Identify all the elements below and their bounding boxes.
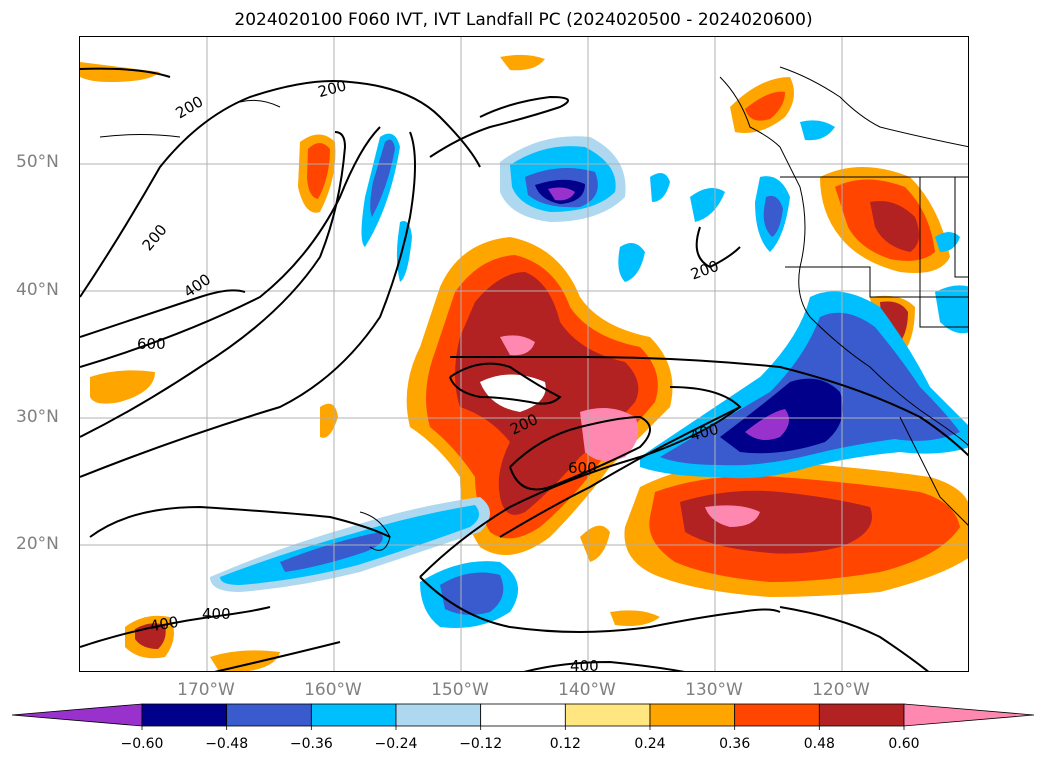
positive-pc-region bbox=[210, 650, 280, 671]
colorbar-segment bbox=[564, 703, 651, 727]
positive-pc-region bbox=[80, 62, 160, 82]
negative-pc-region bbox=[800, 120, 835, 141]
lat-label: 20°N bbox=[16, 534, 59, 554]
negative-pc-region bbox=[650, 173, 670, 202]
lon-label: 120°W bbox=[812, 680, 870, 700]
lat-label: 30°N bbox=[16, 407, 59, 427]
negative-pc-region bbox=[370, 139, 395, 217]
negative-pc-region bbox=[745, 409, 789, 441]
positive-pc-region bbox=[500, 54, 545, 71]
negative-pc-region bbox=[280, 532, 383, 572]
negative-pc-region bbox=[763, 195, 783, 237]
positive-pc-region bbox=[870, 201, 919, 252]
positive-pc-region bbox=[500, 335, 535, 356]
lon-label: 140°W bbox=[558, 680, 616, 700]
colorbar-segment bbox=[310, 703, 397, 727]
colorbar-extend-high bbox=[903, 703, 1035, 727]
colorbar-segment bbox=[734, 703, 820, 727]
colorbar-tick-label: −0.48 bbox=[205, 736, 249, 752]
colorbar-tick-label: 0.36 bbox=[719, 736, 751, 752]
colorbar-segment bbox=[141, 703, 228, 727]
positive-pc-region bbox=[90, 370, 155, 404]
map-plot: 200 200 200 400 600 200 600 400 200 400 … bbox=[80, 37, 968, 672]
negative-pc-region bbox=[935, 232, 960, 252]
colorbar-tick-label: −0.36 bbox=[289, 736, 333, 752]
coastlines bbox=[99, 66, 968, 551]
positive-pc-region bbox=[307, 143, 330, 199]
contour-label: 600 bbox=[137, 335, 166, 353]
negative-pc-region bbox=[396, 221, 412, 282]
colorbar-extend-low bbox=[11, 703, 143, 727]
colorbar-tick-label: −0.60 bbox=[120, 736, 164, 752]
positive-pc-region bbox=[610, 610, 660, 626]
map-frame: 200 200 200 400 600 200 600 400 200 400 … bbox=[79, 36, 969, 672]
contour-label: 400 bbox=[148, 613, 179, 636]
colorbar-segment bbox=[480, 703, 566, 727]
contour-label: 600 bbox=[568, 459, 597, 477]
positive-pc-region bbox=[580, 408, 639, 461]
lat-label: 40°N bbox=[16, 280, 59, 300]
colorbar-tick-label: −0.12 bbox=[459, 736, 503, 752]
colorbar-segments bbox=[11, 703, 1035, 730]
colorbar-tick-label: 0.24 bbox=[634, 736, 666, 752]
contour-label: 400 bbox=[202, 605, 231, 623]
map-title: 2024020100 F060 IVT, IVT Landfall PC (20… bbox=[234, 10, 813, 30]
colorbar-tick-label: 0.60 bbox=[888, 736, 920, 752]
negative-pc-region bbox=[618, 243, 645, 282]
colorbar-segment bbox=[395, 703, 482, 727]
pc-shading bbox=[80, 54, 968, 671]
colorbar-segment bbox=[818, 703, 905, 727]
positive-pc-region bbox=[455, 272, 639, 515]
negative-pc-region bbox=[548, 187, 575, 201]
colorbar-segment bbox=[226, 703, 312, 727]
colorbar-tick-label: −0.24 bbox=[374, 736, 418, 752]
lon-label: 150°W bbox=[431, 680, 489, 700]
positive-pc-region bbox=[745, 91, 785, 121]
lon-label: 130°W bbox=[685, 680, 743, 700]
negative-pc-region bbox=[440, 572, 504, 615]
colorbar-tick-label: 0.12 bbox=[549, 736, 581, 752]
colorbar-segment bbox=[649, 703, 736, 727]
contour-label: 400 bbox=[570, 657, 599, 672]
ivt-contours bbox=[80, 67, 968, 671]
lat-label: 50°N bbox=[16, 152, 59, 172]
negative-pc-region bbox=[690, 188, 725, 222]
positive-pc-region bbox=[705, 505, 760, 527]
colorbar-tick-label: 0.48 bbox=[803, 736, 835, 752]
lon-label: 160°W bbox=[304, 680, 362, 700]
lon-label: 170°W bbox=[177, 680, 235, 700]
